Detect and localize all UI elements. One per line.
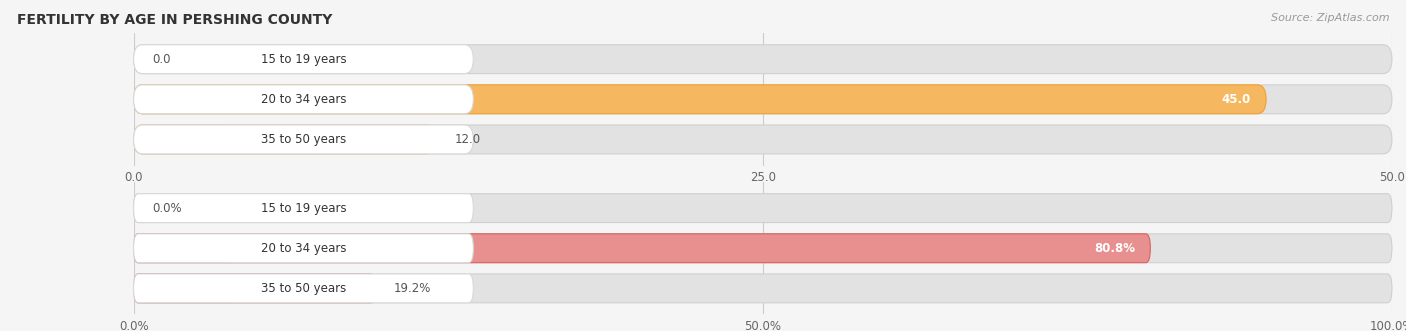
FancyBboxPatch shape bbox=[134, 274, 375, 303]
Text: 19.2%: 19.2% bbox=[394, 282, 432, 295]
FancyBboxPatch shape bbox=[134, 194, 474, 222]
Text: 35 to 50 years: 35 to 50 years bbox=[262, 133, 346, 146]
FancyBboxPatch shape bbox=[134, 194, 1392, 222]
FancyBboxPatch shape bbox=[134, 45, 1392, 73]
Text: 12.0: 12.0 bbox=[454, 133, 481, 146]
FancyBboxPatch shape bbox=[134, 85, 474, 114]
FancyBboxPatch shape bbox=[134, 125, 474, 154]
FancyBboxPatch shape bbox=[134, 125, 436, 154]
FancyBboxPatch shape bbox=[134, 274, 1392, 303]
Text: FERTILITY BY AGE IN PERSHING COUNTY: FERTILITY BY AGE IN PERSHING COUNTY bbox=[17, 13, 332, 27]
FancyBboxPatch shape bbox=[134, 85, 1267, 114]
Text: 35 to 50 years: 35 to 50 years bbox=[262, 282, 346, 295]
Text: 80.8%: 80.8% bbox=[1094, 242, 1135, 255]
Text: Source: ZipAtlas.com: Source: ZipAtlas.com bbox=[1271, 13, 1389, 23]
FancyBboxPatch shape bbox=[134, 234, 1392, 263]
Text: 15 to 19 years: 15 to 19 years bbox=[260, 202, 346, 214]
FancyBboxPatch shape bbox=[134, 274, 235, 303]
FancyBboxPatch shape bbox=[134, 45, 474, 73]
FancyBboxPatch shape bbox=[134, 234, 1150, 263]
FancyBboxPatch shape bbox=[134, 234, 474, 263]
Text: 20 to 34 years: 20 to 34 years bbox=[260, 93, 346, 106]
FancyBboxPatch shape bbox=[134, 125, 235, 154]
FancyBboxPatch shape bbox=[134, 274, 474, 303]
FancyBboxPatch shape bbox=[134, 125, 1392, 154]
FancyBboxPatch shape bbox=[134, 85, 1392, 114]
FancyBboxPatch shape bbox=[134, 234, 235, 263]
Text: 45.0: 45.0 bbox=[1222, 93, 1251, 106]
Text: 15 to 19 years: 15 to 19 years bbox=[260, 53, 346, 66]
Text: 0.0: 0.0 bbox=[152, 53, 172, 66]
FancyBboxPatch shape bbox=[134, 85, 235, 114]
Text: 0.0%: 0.0% bbox=[152, 202, 181, 214]
Text: 20 to 34 years: 20 to 34 years bbox=[260, 242, 346, 255]
